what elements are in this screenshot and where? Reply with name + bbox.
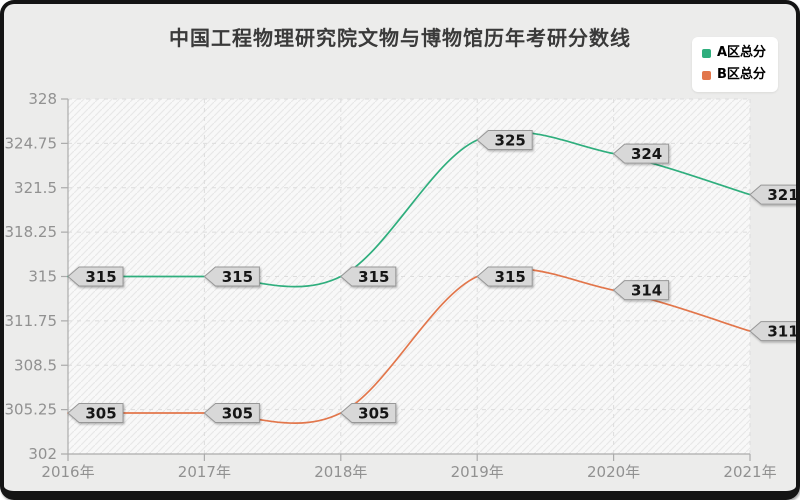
data-label: 315 [67,266,124,287]
data-label-value: 314 [631,282,662,300]
data-label: 324 [612,143,670,164]
data-label-box [203,403,260,424]
data-label-value: 315 [495,268,526,286]
data-label: 311 [749,321,796,342]
data-label-value: 315 [85,268,116,286]
data-label-box [476,266,533,287]
data-label: 314 [612,280,670,301]
data-label-box [749,321,796,342]
data-label-box [67,266,124,287]
data-label: 315 [476,266,533,287]
line-chart-plot: 302 305.25 308.5 311.75 315 318.25 321.5 324.75… [5,90,796,481]
y-tick-label: 318.25 [5,223,58,241]
data-label-box [67,403,124,424]
data-label-box [203,266,260,287]
data-label-box [612,280,670,301]
data-label-value: 315 [222,268,253,286]
data-label-value: 305 [358,405,389,423]
legend-item-a: A区总分 [701,45,766,61]
x-tick-label: 2021年 [723,463,776,481]
y-tick-label: 311.75 [5,312,58,330]
x-tick-label: 2016年 [41,463,94,481]
y-tick-label: 308.5 [14,356,57,374]
data-label: 315 [340,266,397,287]
y-tick-label: 302 [28,445,57,463]
data-label-box [612,143,670,164]
data-label: 305 [203,403,260,424]
data-label: 305 [340,403,397,424]
data-label-box [340,266,397,287]
legend-swatch-icon [701,48,711,58]
x-tick-label: 2017年 [178,463,231,481]
data-label: 305 [67,403,124,424]
legend-label: A区总分 [716,45,766,60]
legend-label: B区总分 [716,67,766,83]
data-label: 321 [749,184,796,205]
y-tick-label: 328 [28,90,57,108]
data-label-box [749,184,796,205]
data-label-box [476,129,533,150]
data-label: 325 [476,129,533,150]
data-label-value: 325 [495,131,526,149]
legend: A区总分 B区总分 [691,37,778,92]
y-tick-label: 315 [28,268,57,286]
legend-swatch-icon [701,70,711,80]
x-tick-label: 2018年 [314,463,367,481]
x-tick-label: 2019年 [451,463,504,481]
data-label-value: 305 [222,405,253,423]
data-label-value: 324 [631,145,662,163]
data-label-box [340,403,397,424]
data-label-value: 311 [767,323,796,341]
data-label: 315 [203,266,260,287]
data-label-value: 315 [358,268,389,286]
y-tick-label: 321.5 [14,179,57,197]
x-tick-label: 2020年 [587,463,640,481]
y-tick-label: 305.25 [5,401,58,419]
chart-title: 中国工程物理研究院文物与博物馆历年考研分数线 [169,26,631,50]
data-label-value: 321 [767,186,796,204]
y-tick-label: 324.75 [5,134,58,152]
chart-canvas: 中国工程物理研究院文物与博物馆历年考研分数线 302 305.25 308.5 311… [4,4,796,491]
legend-item-b: B区总分 [701,67,766,83]
data-label-value: 305 [85,405,116,423]
